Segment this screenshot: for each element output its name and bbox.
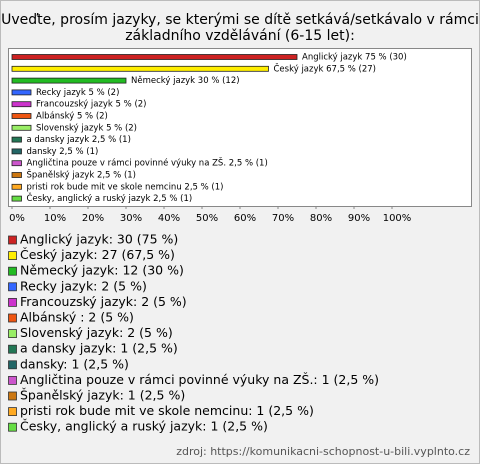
legend-swatch: [8, 266, 17, 276]
legend-swatch: [8, 422, 17, 432]
legend-label: dansky: 1 (2,5 %): [20, 356, 129, 371]
bar-label: Německý jazyk 30 % (12): [131, 76, 240, 86]
bar: [11, 136, 22, 143]
bar-label: dansky 2,5 % (1): [27, 147, 99, 157]
x-tick-label: 100%: [383, 213, 412, 224]
bar-label: Francouzský jazyk 5 % (2): [36, 100, 146, 110]
legend-label: a dansky jazyk: 1 (2,5 %): [20, 341, 178, 356]
bar-label: Anglický jazyk 75 % (30): [302, 53, 407, 63]
x-tick-label: 10%: [44, 213, 66, 224]
x-tick-label: 30%: [120, 213, 142, 224]
x-tick-label: 0%: [9, 213, 25, 224]
legend-swatch: [8, 407, 17, 417]
source: zdroj: https://komunikacni-schopnost-u-b…: [176, 445, 470, 458]
bar-label: Recky jazyk 5 % (2): [36, 88, 119, 98]
x-tick-label: 20%: [82, 213, 104, 224]
x-tick-label: 90%: [348, 213, 370, 224]
x-tick-label: 80%: [310, 213, 332, 224]
legend-label: Německý jazyk: 12 (30 %): [20, 263, 184, 278]
bar-label: pristi rok bude mit ve skole nemcinu 2,5…: [27, 182, 224, 192]
legend-swatch: [8, 235, 17, 245]
legend-swatch: [8, 391, 17, 401]
x-tick-label: 60%: [234, 213, 256, 224]
x-tick-label: 70%: [272, 213, 294, 224]
legend-swatch: [8, 329, 17, 339]
x-tick-label: 50%: [196, 213, 218, 224]
bar: [11, 160, 22, 167]
legend-label: Recky jazyk: 2 (5 %): [20, 278, 147, 293]
bar: [11, 89, 32, 96]
bar-label: Španělský jazyk 2,5 % (1): [27, 169, 136, 181]
legend-swatch: [8, 297, 17, 307]
legend-label: Albánský : 2 (5 %): [20, 310, 134, 325]
legend-swatch: [8, 375, 17, 385]
bar: [11, 54, 298, 60]
legend-swatch: [8, 251, 17, 261]
bar: [11, 183, 22, 190]
legend-label: Anglický jazyk: 30 (75 %): [20, 232, 178, 247]
legend-label: Česky, anglický a ruský jazyk: 1 (2,5 %): [20, 419, 268, 434]
legend-swatch: [8, 360, 17, 370]
chart-title: Uveďte, prosím jazyky, se kterými se dít…: [1, 12, 479, 28]
legend-swatch: [8, 344, 17, 354]
bar-label: a dansky jazyk 2,5 % (1): [27, 135, 131, 145]
bar: [11, 172, 22, 178]
bar: [11, 148, 22, 155]
bar: [11, 113, 32, 119]
x-tick-label: 40%: [158, 213, 180, 224]
plot-frame: [8, 48, 472, 207]
bar: [11, 124, 32, 131]
legend-label: Španělský jazyk: 1 (2,5 %): [20, 388, 185, 403]
legend-label: Český jazyk: 27 (67,5 %): [20, 247, 175, 262]
bar: [11, 65, 269, 72]
legend-label: Angličtina pouze v rámci povinné výuky n…: [20, 372, 379, 387]
bar: [11, 77, 127, 84]
legend-swatch: [8, 282, 17, 292]
bar: [11, 195, 22, 202]
legend-swatch: [8, 313, 17, 323]
legend-label: pristi rok bude mit ve skole nemcinu: 1 …: [20, 403, 314, 418]
bar-label: Český jazyk 67,5 % (27): [274, 62, 377, 74]
legend-label: Slovenský jazyk: 2 (5 %): [20, 325, 173, 340]
chart-title: základního vzdělávání (6-15 let):: [125, 28, 355, 44]
legend-label: Francouzský jazyk: 2 (5 %): [20, 294, 187, 309]
bar-label: Angličtina pouze v rámci povinné výuky n…: [27, 157, 268, 169]
bar-label: Albánský 5 % (2): [36, 112, 108, 122]
bar: [11, 101, 32, 108]
bar-label: Slovenský jazyk 5 % (2): [36, 123, 137, 133]
bar-label: Česky, anglický a ruský jazyk 2,5 % (1): [27, 192, 193, 204]
